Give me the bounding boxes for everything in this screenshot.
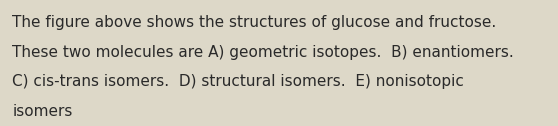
Text: C) cis-trans isomers.  D) structural isomers.  E) nonisotopic: C) cis-trans isomers. D) structural isom… (12, 74, 464, 89)
Text: These two molecules are A) geometric isotopes.  B) enantiomers.: These two molecules are A) geometric iso… (12, 45, 514, 60)
Text: The figure above shows the structures of glucose and fructose.: The figure above shows the structures of… (12, 15, 497, 30)
Text: isomers: isomers (12, 104, 73, 119)
